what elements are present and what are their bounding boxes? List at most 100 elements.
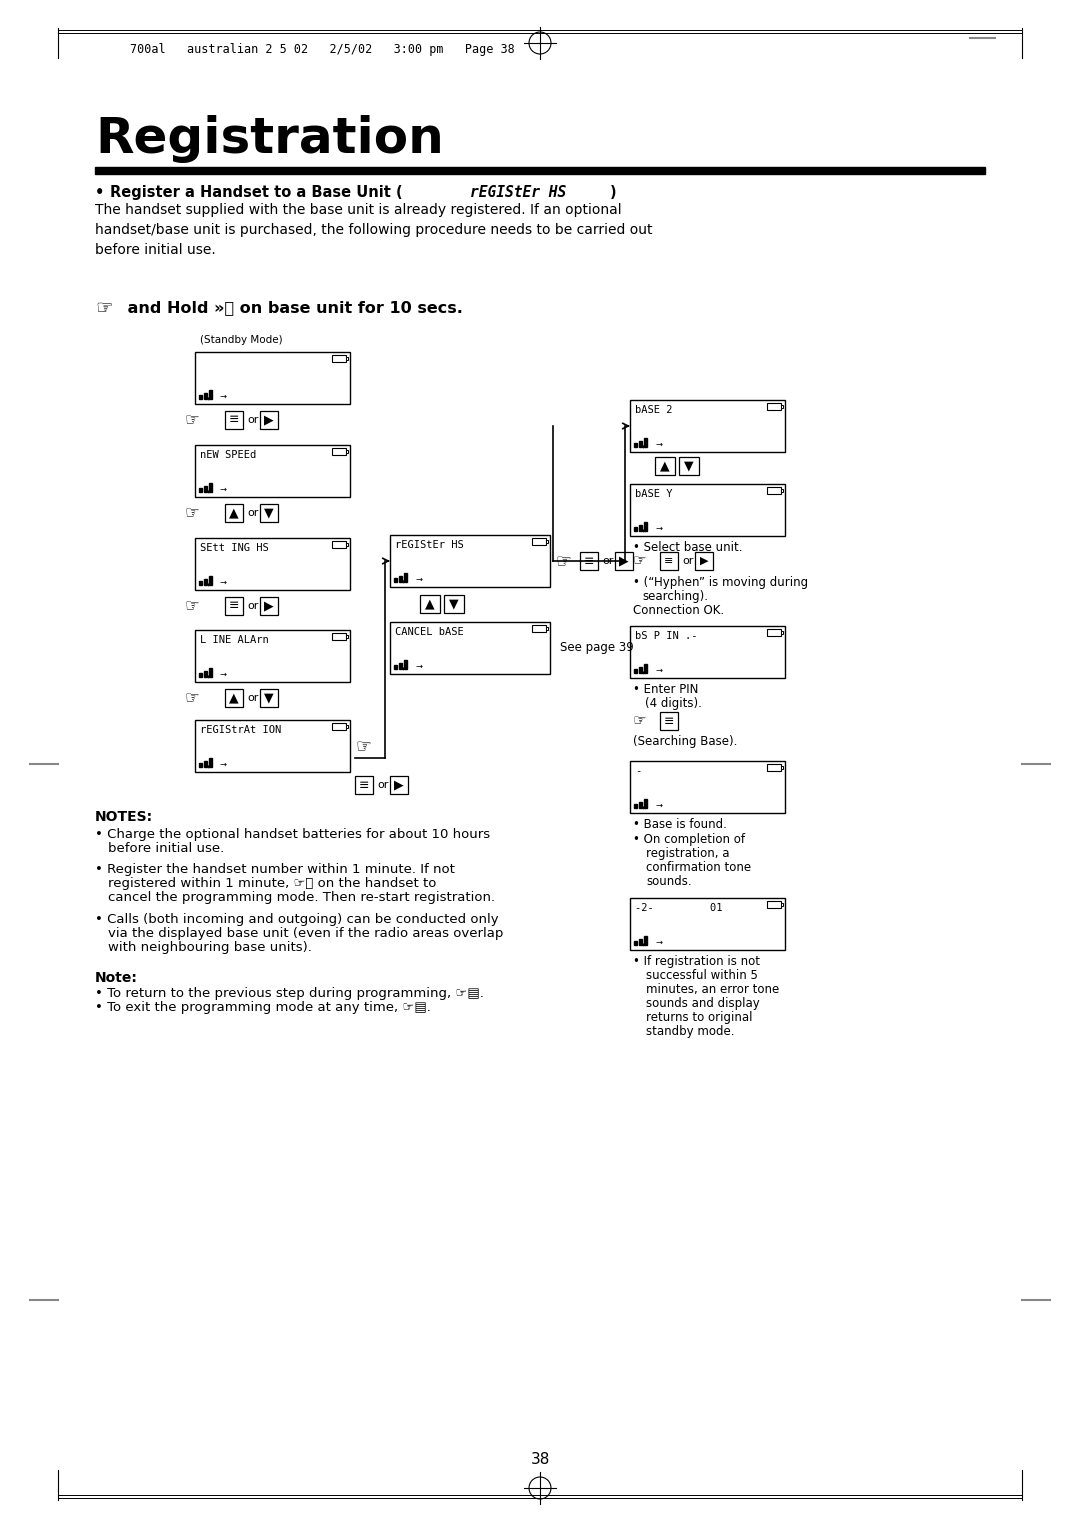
Bar xyxy=(660,552,678,570)
Text: registration, a: registration, a xyxy=(646,847,729,860)
Text: cancel the programming mode. Then re-start registration.: cancel the programming mode. Then re-sta… xyxy=(108,891,495,905)
Bar xyxy=(644,937,647,944)
Bar xyxy=(781,631,783,634)
Bar xyxy=(390,622,550,674)
Text: minutes, an error tone: minutes, an error tone xyxy=(646,983,780,996)
Text: confirmation tone: confirmation tone xyxy=(646,860,751,874)
Text: →: → xyxy=(654,440,662,449)
Bar xyxy=(346,542,348,545)
Text: • Enter PIN: • Enter PIN xyxy=(633,683,699,695)
Bar xyxy=(639,526,642,532)
Text: 38: 38 xyxy=(530,1453,550,1467)
Text: Connection OK.: Connection OK. xyxy=(633,604,724,617)
Text: ≡: ≡ xyxy=(584,555,594,567)
Bar xyxy=(639,668,642,672)
Text: ≡: ≡ xyxy=(229,414,240,426)
Bar xyxy=(195,445,350,497)
Text: 700al   australian 2 5 02   2/5/02   3:00 pm   Page 38: 700al australian 2 5 02 2/5/02 3:00 pm P… xyxy=(130,43,515,57)
Bar xyxy=(630,484,785,536)
Text: Note:: Note: xyxy=(95,970,138,986)
Text: sounds.: sounds. xyxy=(646,876,691,888)
Text: ▾: ▾ xyxy=(207,764,211,770)
Text: • Register the handset number within 1 minute. If not: • Register the handset number within 1 m… xyxy=(95,863,455,876)
Bar xyxy=(332,354,346,362)
Bar xyxy=(630,898,785,950)
Bar xyxy=(644,665,647,672)
Text: • If registration is not: • If registration is not xyxy=(633,955,760,969)
Text: • Calls (both incoming and outgoing) can be conducted only: • Calls (both incoming and outgoing) can… xyxy=(95,914,499,926)
Text: ▾: ▾ xyxy=(402,579,405,585)
Bar xyxy=(639,442,642,448)
Text: bASE Y: bASE Y xyxy=(635,489,673,500)
Bar xyxy=(95,167,985,174)
Bar xyxy=(346,358,348,361)
Text: ▾: ▾ xyxy=(642,445,646,451)
Text: L INE ALArn: L INE ALArn xyxy=(200,636,269,645)
Bar xyxy=(634,804,637,808)
Text: sounds and display: sounds and display xyxy=(646,996,759,1010)
Bar xyxy=(546,539,548,542)
Bar xyxy=(204,671,207,677)
Bar xyxy=(532,538,546,545)
Text: (4 digits).: (4 digits). xyxy=(645,697,702,711)
Bar xyxy=(781,903,783,906)
Text: nEW SPEEd: nEW SPEEd xyxy=(200,451,256,460)
Text: before initial use.: before initial use. xyxy=(108,842,225,856)
Bar xyxy=(781,489,783,492)
Bar xyxy=(195,538,350,590)
Text: • To exit the programming mode at any time, ☞▤.: • To exit the programming mode at any ti… xyxy=(95,1001,431,1015)
Bar xyxy=(210,668,212,677)
Text: ▾: ▾ xyxy=(207,489,211,495)
Text: CANCEL bASE: CANCEL bASE xyxy=(395,626,463,637)
Text: ▲: ▲ xyxy=(426,597,435,611)
Text: returns to original: returns to original xyxy=(646,1012,753,1024)
Bar xyxy=(767,902,781,908)
Text: • Base is found.: • Base is found. xyxy=(633,817,727,831)
Text: ▾: ▾ xyxy=(642,941,646,947)
Text: •: • xyxy=(95,185,109,200)
Bar xyxy=(204,393,207,399)
Text: Register a Handset to a Base Unit (: Register a Handset to a Base Unit ( xyxy=(110,185,403,200)
Text: ▾: ▾ xyxy=(207,396,211,402)
Bar xyxy=(679,457,699,475)
Bar xyxy=(767,403,781,410)
Text: standby mode.: standby mode. xyxy=(646,1025,734,1038)
Bar xyxy=(532,625,546,633)
Text: ▾: ▾ xyxy=(642,805,646,811)
Text: ▶: ▶ xyxy=(700,556,708,565)
Text: bS P IN .-: bS P IN .- xyxy=(635,631,698,642)
Text: →: → xyxy=(415,662,422,671)
Text: ▲: ▲ xyxy=(229,692,239,704)
Bar xyxy=(346,451,348,452)
Text: ≡: ≡ xyxy=(664,715,674,727)
Text: or: or xyxy=(247,416,258,425)
Text: • On completion of: • On completion of xyxy=(633,833,745,847)
Bar xyxy=(346,636,348,639)
Bar xyxy=(546,626,548,630)
Bar xyxy=(781,766,783,769)
Text: and Hold »⧗ on base unit for 10 secs.: and Hold »⧗ on base unit for 10 secs. xyxy=(122,299,463,315)
Bar xyxy=(654,457,675,475)
Bar xyxy=(420,594,440,613)
Text: -2-         01: -2- 01 xyxy=(635,903,723,914)
Text: • Select base unit.: • Select base unit. xyxy=(633,541,743,555)
Bar xyxy=(639,802,642,808)
Bar xyxy=(260,689,278,707)
Bar xyxy=(644,799,647,808)
Text: ▶: ▶ xyxy=(265,599,274,613)
Text: The handset supplied with the base unit is already registered. If an optional
ha: The handset supplied with the base unit … xyxy=(95,203,652,257)
Bar xyxy=(639,940,642,944)
Bar xyxy=(630,626,785,678)
Text: ☞: ☞ xyxy=(633,553,647,568)
Text: →: → xyxy=(415,575,422,584)
Text: with neighbouring base units).: with neighbouring base units). xyxy=(108,941,312,953)
Text: ▼: ▼ xyxy=(685,460,693,472)
Bar xyxy=(444,594,464,613)
Bar xyxy=(660,712,678,730)
Bar xyxy=(634,669,637,672)
Bar xyxy=(332,448,346,455)
Text: ☞: ☞ xyxy=(555,552,571,570)
Text: SEtt ING HS: SEtt ING HS xyxy=(200,542,269,553)
Text: ☞: ☞ xyxy=(185,689,200,707)
Bar xyxy=(390,776,408,795)
